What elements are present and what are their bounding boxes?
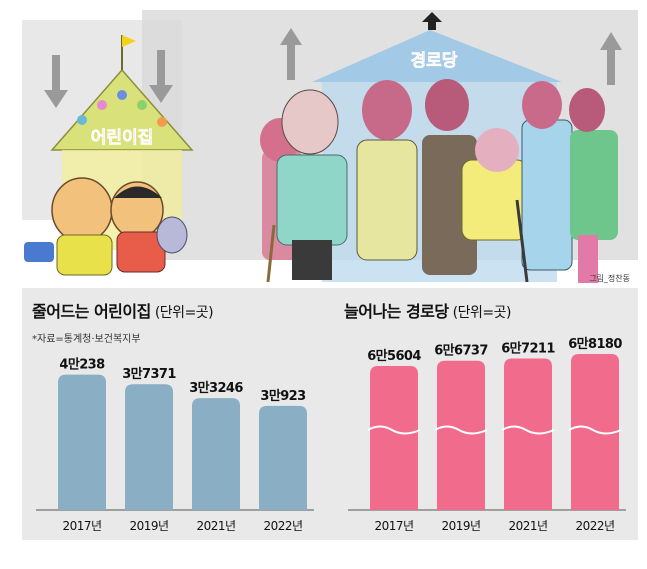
data-label: 3만3246	[189, 380, 243, 396]
x-tick-label: 2022년	[575, 519, 614, 533]
up-arrow-icon	[280, 28, 622, 85]
cartoon-drawing: 어린이집 경로당	[22, 10, 638, 283]
down-arrow-icon	[44, 50, 173, 108]
data-label: 6만6737	[434, 343, 488, 359]
data-label: 3만923	[260, 388, 306, 404]
chart-source: *자료=통계청·보건복지부	[32, 334, 141, 345]
chart-unit: (단위=곳)	[452, 305, 512, 321]
x-tick-label: 2019년	[441, 519, 480, 533]
axis-break-mark	[568, 425, 622, 435]
elderly-figures	[260, 79, 618, 283]
x-tick-label: 2017년	[374, 519, 413, 533]
bar	[125, 384, 173, 510]
chart-title-text: 늘어나는 경로당	[344, 302, 449, 321]
cartoon-illustration: 어린이집 경로당	[22, 10, 638, 288]
chart-unit: (단위=곳)	[154, 305, 214, 321]
x-tick-label: 2017년	[62, 519, 101, 533]
data-label: 3만7371	[122, 366, 176, 382]
axis-break-mark	[434, 425, 488, 435]
x-tick-label: 2019년	[129, 519, 168, 533]
chart-panel: 줄어드는 어린이집 (단위=곳) *자료=통계청·보건복지부 4만238 2017년…	[22, 288, 638, 540]
illustration-credit: 그림_정찬동	[589, 274, 630, 283]
bar	[437, 360, 485, 510]
chart-svg: 6만5604 2017년 6만6737 2019년 6만7211 2021년 6만8180 2…	[348, 336, 626, 533]
senior-center-bar-chart: 6만5604 2017년 6만6737 2019년 6만7211 2021년 6만8180 2…	[334, 288, 634, 540]
axis-break-mark	[501, 425, 555, 435]
x-tick-label: 2021년	[196, 519, 235, 533]
data-label: 6만5604	[367, 348, 421, 364]
bar	[192, 398, 240, 510]
daycare-sign: 어린이집	[91, 128, 154, 148]
data-label: 4만238	[59, 357, 105, 373]
bar	[504, 358, 552, 510]
chart-title-senior: 늘어나는 경로당 (단위=곳)	[344, 298, 511, 322]
chart-title-daycare: 줄어드는 어린이집 (단위=곳)	[32, 298, 214, 322]
x-tick-label: 2022년	[263, 519, 302, 533]
senior-center-sign: 경로당	[411, 51, 458, 71]
data-label: 6만8180	[568, 336, 622, 352]
axis-break-mark	[367, 425, 421, 435]
chart-title-text: 줄어드는 어린이집	[32, 302, 151, 321]
data-label: 6만7211	[501, 341, 555, 357]
bar	[370, 366, 418, 510]
bar	[259, 405, 307, 510]
chart-svg: 4만238 2017년 3만7371 2019년 3만3246 2021년 3만923 202…	[36, 357, 314, 533]
x-tick-label: 2021년	[508, 519, 547, 533]
bar	[58, 374, 106, 510]
daycare-bar-chart: 4만238 2017년 3만7371 2019년 3만3246 2021년 3만923 202…	[22, 288, 322, 540]
children-figures	[24, 177, 188, 276]
